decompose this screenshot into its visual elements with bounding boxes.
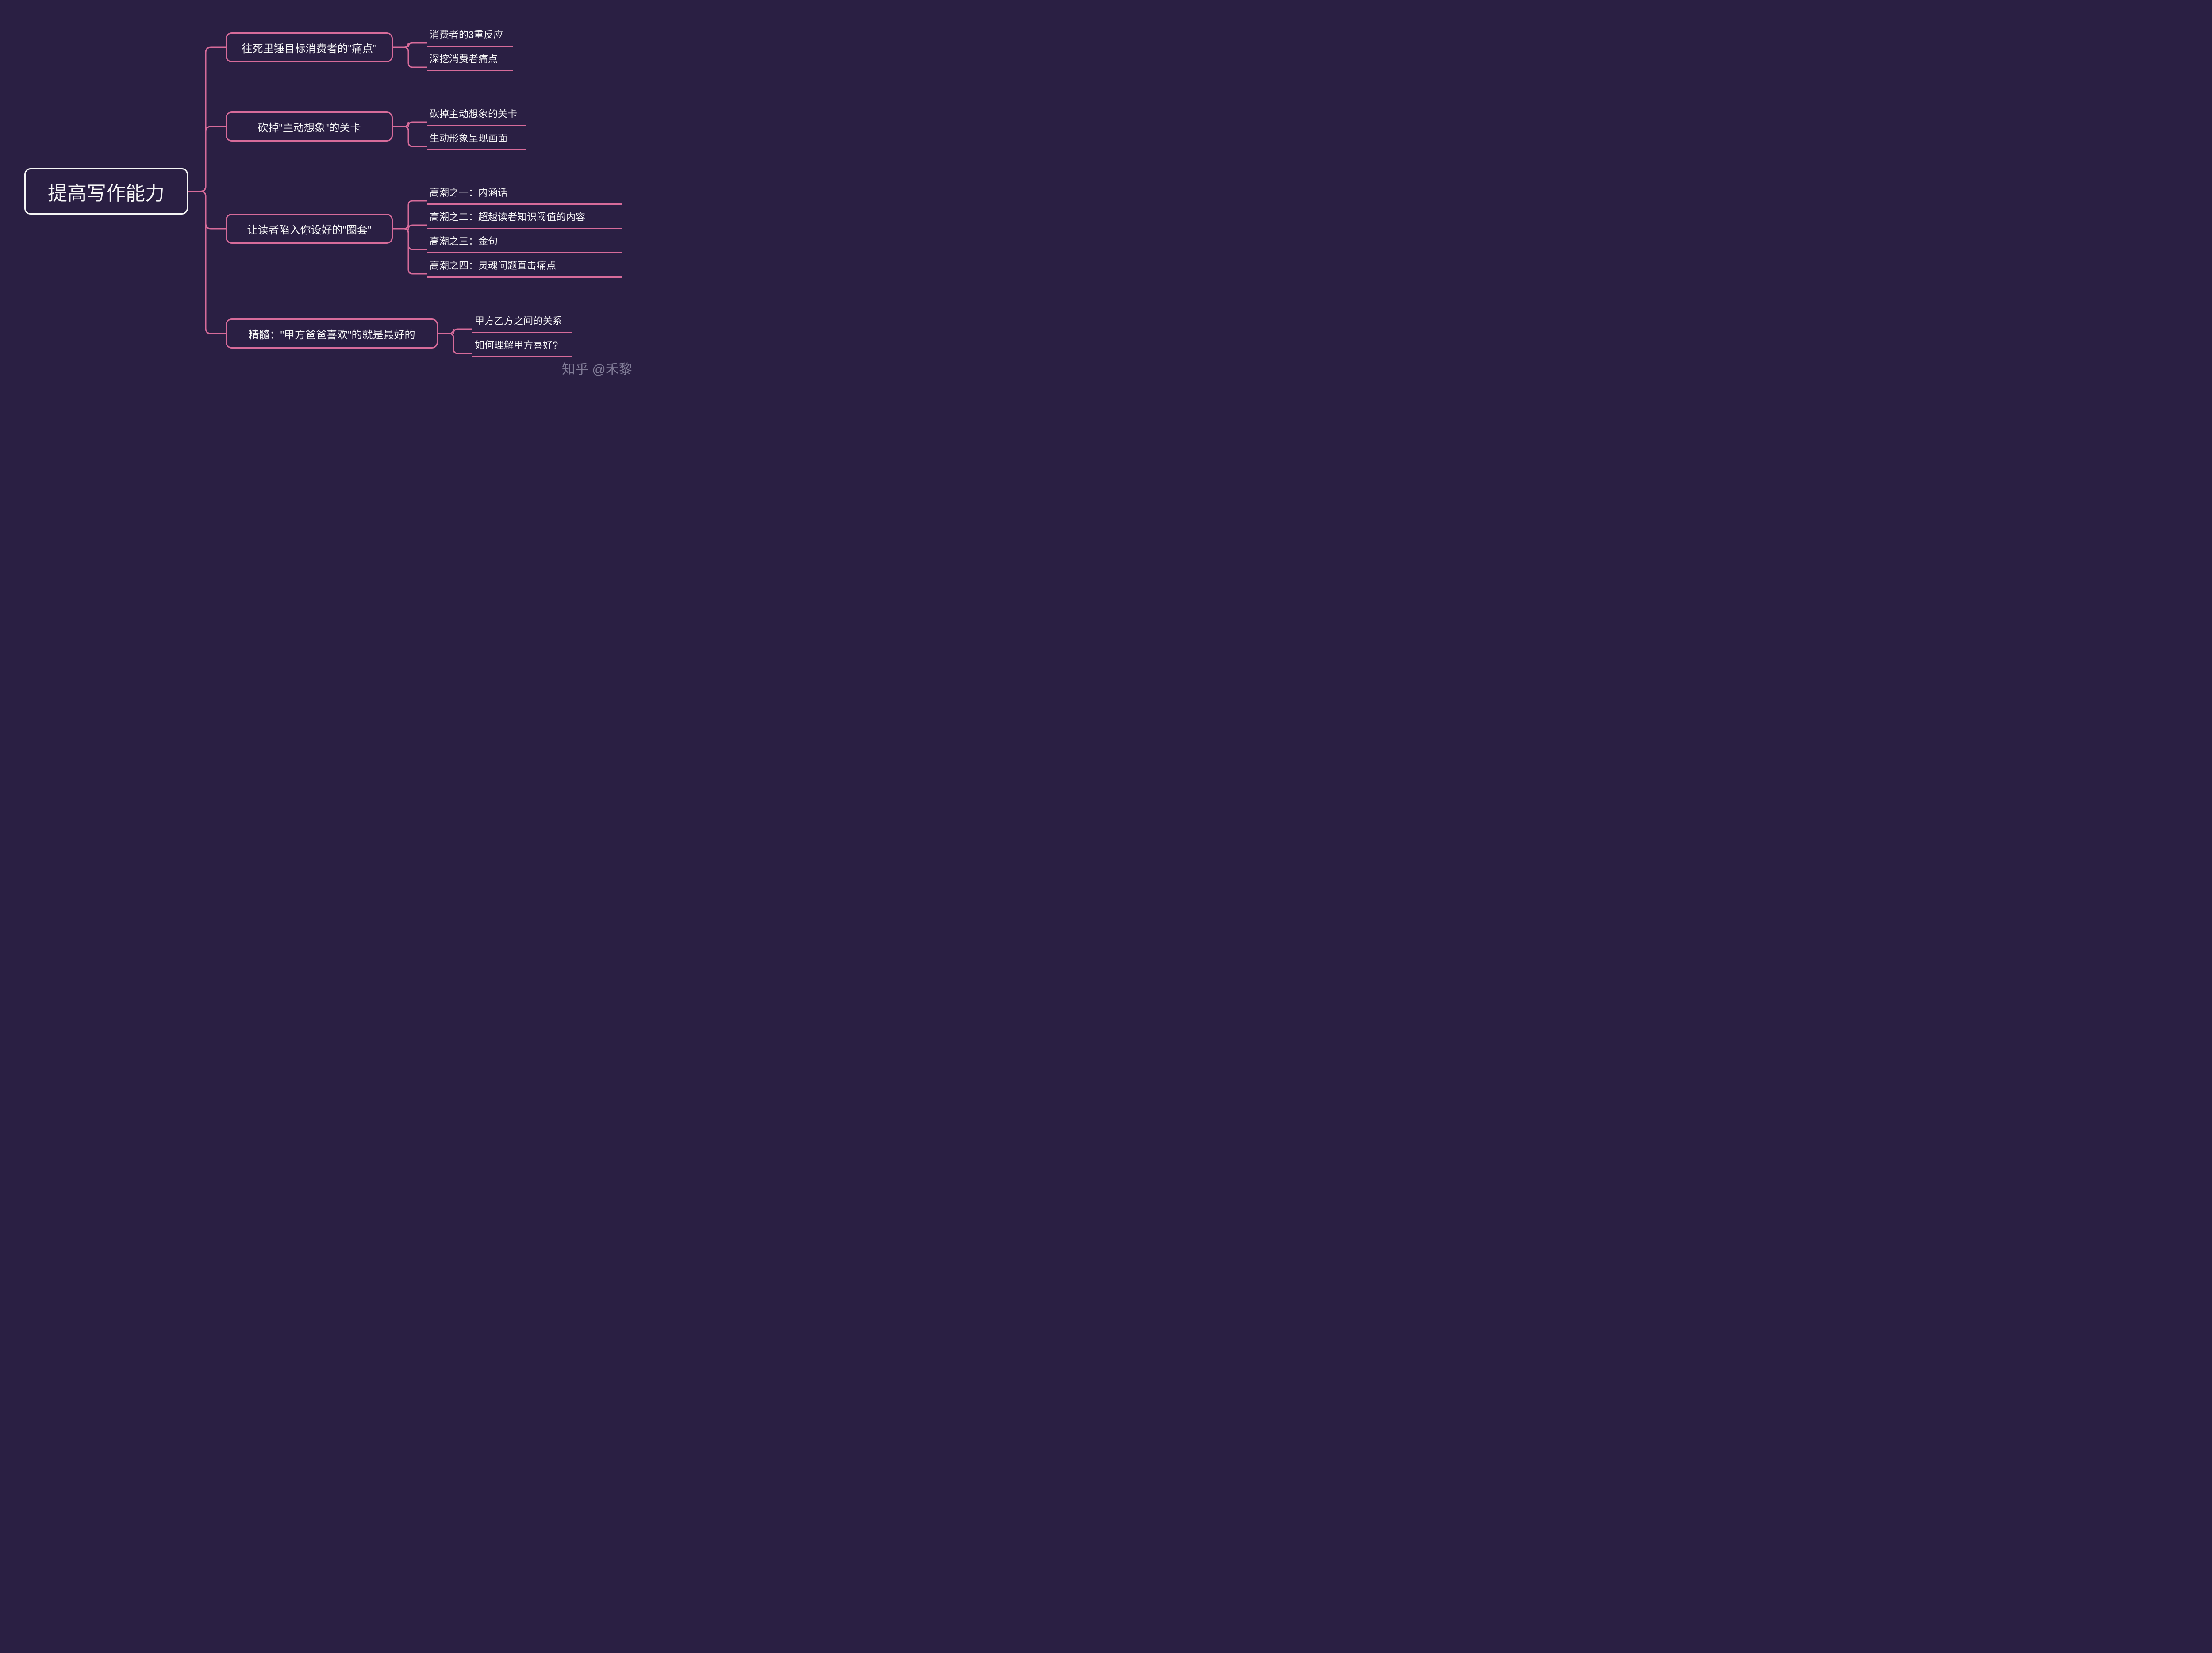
branch-node: 精髓："甲方爸爸喜欢"的就是最好的: [226, 318, 438, 349]
leaf-label: 高潮之三：金句: [430, 236, 498, 247]
branch-node: 让读者陷入你设好的"圈套": [226, 214, 393, 244]
leaf-node: 高潮之四：灵魂问题直击痛点: [427, 254, 622, 278]
mindmap-canvas: 提高写作能力 往死里锤目标消费者的"痛点" 消费者的3重反应深挖消费者痛点砍掉"主…: [0, 0, 646, 379]
leaf-node: 如何理解甲方喜好?: [472, 334, 572, 357]
leaf-label: 消费者的3重反应: [430, 29, 503, 40]
leaf-label: 深挖消费者痛点: [430, 54, 498, 65]
branch-label: 让读者陷入你设好的"圈套": [247, 221, 371, 237]
leaf-label: 高潮之二：超越读者知识阈值的内容: [430, 211, 585, 222]
root-label: 提高写作能力: [48, 177, 165, 206]
branch-label: 往死里锤目标消费者的"痛点": [242, 40, 376, 55]
leaf-label: 生动形象呈现画面: [430, 133, 507, 144]
leaf-node: 深挖消费者痛点: [427, 48, 513, 71]
leaf-label: 砍掉主动想象的关卡: [430, 108, 517, 119]
leaf-label: 甲方乙方之间的关系: [475, 315, 562, 326]
branch-node: 往死里锤目标消费者的"痛点": [226, 32, 393, 62]
leaf-node: 生动形象呈现画面: [427, 127, 526, 150]
leaf-node: 甲方乙方之间的关系: [472, 310, 572, 333]
watermark: 知乎 @禾黎: [562, 358, 632, 378]
leaf-label: 如何理解甲方喜好?: [475, 340, 558, 351]
root-node: 提高写作能力: [24, 168, 188, 215]
leaf-node: 高潮之三：金句: [427, 230, 622, 253]
branch-label: 砍掉"主动想象"的关卡: [257, 119, 361, 134]
leaf-node: 消费者的3重反应: [427, 23, 513, 47]
leaf-node: 高潮之一：内涵话: [427, 181, 622, 205]
leaf-node: 砍掉主动想象的关卡: [427, 103, 526, 126]
leaf-label: 高潮之一：内涵话: [430, 187, 507, 198]
branch-label: 精髓："甲方爸爸喜欢"的就是最好的: [248, 326, 415, 341]
branch-node: 砍掉"主动想象"的关卡: [226, 111, 393, 142]
watermark-text: 知乎 @禾黎: [562, 362, 632, 377]
leaf-node: 高潮之二：超越读者知识阈值的内容: [427, 206, 622, 229]
leaf-label: 高潮之四：灵魂问题直击痛点: [430, 260, 556, 271]
